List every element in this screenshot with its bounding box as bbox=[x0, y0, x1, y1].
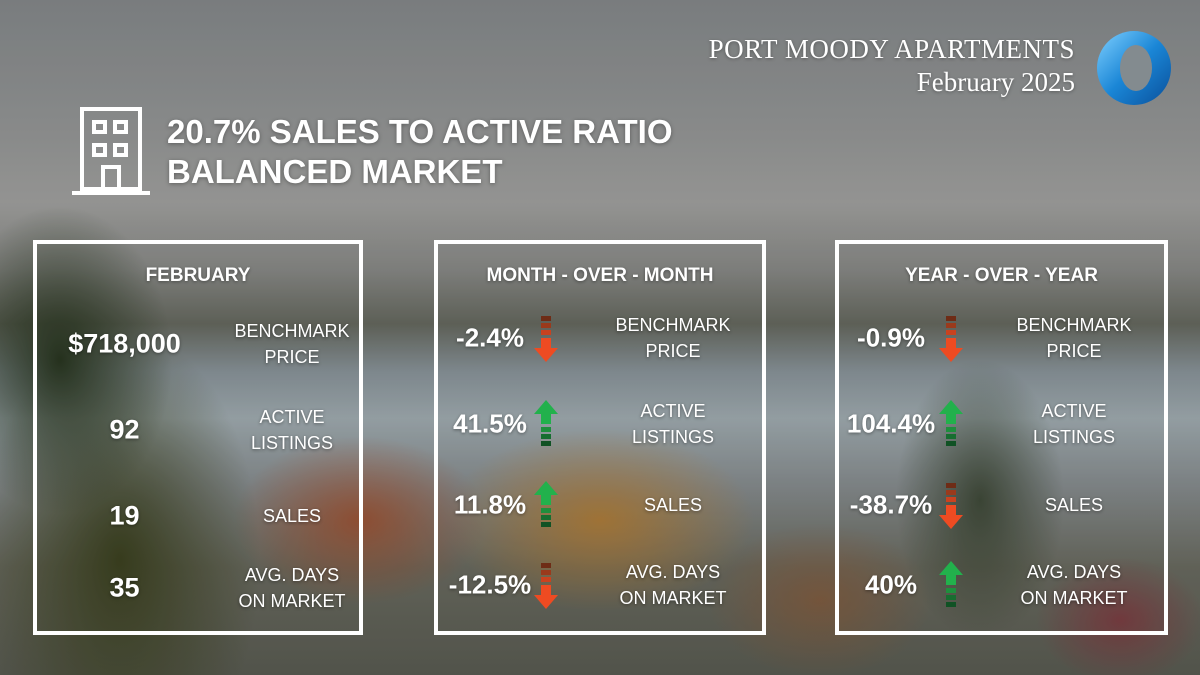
brand-title: PORT MOODY APARTMENTS bbox=[708, 34, 1075, 64]
year-over-year-panel: YEAR - OVER - YEAR -0.9% BENCHMARK PRICE … bbox=[835, 240, 1168, 635]
stat-value: 92 bbox=[109, 414, 140, 445]
february-panel: FEBRUARY $718,000 BENCHMARK PRICE 92 ACTI… bbox=[33, 240, 363, 635]
stat-row-avg-days: -12.5% AVG. DAYS ON MARKET bbox=[438, 555, 762, 615]
stat-value: $718,000 bbox=[68, 328, 181, 359]
stat-value: 35 bbox=[109, 572, 140, 603]
stat-value: 40% bbox=[864, 569, 918, 600]
stat-row-active-listings: 41.5% ACTIVE LISTINGS bbox=[438, 394, 762, 454]
stat-value: -0.9% bbox=[857, 322, 925, 353]
stat-row-sales: -38.7% SALES bbox=[839, 475, 1164, 535]
stat-label: BENCHMARK PRICE bbox=[615, 315, 731, 361]
panel-title: YEAR - OVER - YEAR bbox=[905, 265, 1098, 286]
arrow-up-icon bbox=[534, 481, 558, 527]
arrow-up-icon bbox=[534, 400, 558, 446]
stat-label: SALES bbox=[643, 495, 703, 515]
stat-row-avg-days: 40% AVG. DAYS ON MARKET bbox=[839, 555, 1164, 615]
arrow-up-icon bbox=[939, 561, 963, 607]
building-icon bbox=[72, 107, 150, 195]
stat-label: ACTIVE LISTINGS bbox=[250, 407, 334, 453]
stat-label: AVG. DAYS ON MARKET bbox=[238, 565, 346, 611]
arrow-down-icon bbox=[534, 563, 558, 609]
stat-value: -2.4% bbox=[456, 322, 524, 353]
stat-row-sales: 11.8% SALES bbox=[438, 475, 762, 535]
stat-label: ACTIVE LISTINGS bbox=[1032, 401, 1116, 447]
stat-value: 104.4% bbox=[846, 408, 936, 439]
stat-row-benchmark-price: $718,000 BENCHMARK PRICE bbox=[37, 314, 359, 374]
stat-value: 41.5% bbox=[453, 408, 527, 439]
month-over-month-panel: MONTH - OVER - MONTH -2.4% BENCHMARK PRIC… bbox=[434, 240, 766, 635]
stat-label: BENCHMARK PRICE bbox=[234, 321, 350, 367]
stat-label: AVG. DAYS ON MARKET bbox=[619, 562, 727, 608]
stat-row-active-listings: 104.4% ACTIVE LISTINGS bbox=[839, 394, 1164, 454]
panel-title: MONTH - OVER - MONTH bbox=[486, 265, 714, 286]
arrow-down-icon bbox=[939, 483, 963, 529]
headline: 20.7% SALES TO ACTIVE RATIO BALANCED MAR… bbox=[167, 112, 673, 192]
headline-market: BALANCED MARKET bbox=[167, 153, 503, 190]
headline-ratio: 20.7% SALES TO ACTIVE RATIO bbox=[167, 113, 673, 150]
stat-row-active-listings: 92 ACTIVE LISTINGS bbox=[37, 400, 359, 460]
stat-value: 11.8% bbox=[453, 489, 527, 520]
stat-label: BENCHMARK PRICE bbox=[1016, 315, 1132, 361]
stat-value: 19 bbox=[109, 500, 140, 531]
stat-label: ACTIVE LISTINGS bbox=[631, 401, 715, 447]
arrow-down-icon bbox=[534, 316, 558, 362]
stat-row-avg-days: 35 AVG. DAYS ON MARKET bbox=[37, 558, 359, 618]
stat-row-sales: 19 SALES bbox=[37, 486, 359, 546]
stat-row-benchmark-price: -0.9% BENCHMARK PRICE bbox=[839, 308, 1164, 368]
stat-label: SALES bbox=[1044, 495, 1104, 515]
stat-row-benchmark-price: -2.4% BENCHMARK PRICE bbox=[438, 308, 762, 368]
stat-value: -38.7% bbox=[849, 489, 933, 520]
ring-logo-icon bbox=[1097, 31, 1171, 105]
panel-title: FEBRUARY bbox=[145, 265, 251, 286]
arrow-down-icon bbox=[939, 316, 963, 362]
stat-label: AVG. DAYS ON MARKET bbox=[1020, 562, 1128, 608]
stat-value: -12.5% bbox=[448, 569, 532, 600]
stat-label: SALES bbox=[262, 506, 322, 526]
brand-date: February 2025 bbox=[916, 67, 1075, 97]
arrow-up-icon bbox=[939, 400, 963, 446]
brand-block: PORT MOODY APARTMENTS February 2025 bbox=[709, 34, 1075, 98]
